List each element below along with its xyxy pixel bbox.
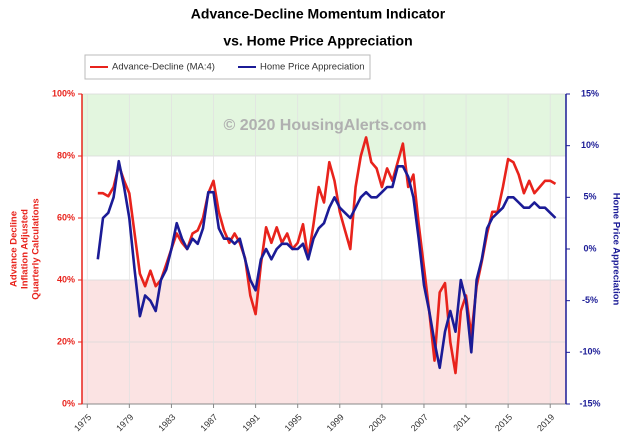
watermark: © 2020 HousingAlerts.com bbox=[224, 117, 427, 134]
y2-tick-label: 15% bbox=[581, 88, 599, 98]
x-tick-label: 2003 bbox=[367, 412, 388, 433]
y-tick-label: 100% bbox=[52, 88, 75, 98]
legend: Advance-Decline (MA:4) Home Price Appreci… bbox=[84, 54, 371, 80]
chart-title: Advance-Decline Momentum Indicator bbox=[191, 6, 446, 22]
x-tick-label: 1979 bbox=[114, 412, 135, 433]
chart-subtitle: vs. Home Price Appreciation bbox=[223, 33, 412, 49]
x-tick-label: 2015 bbox=[493, 412, 514, 433]
y2-tick-label: -10% bbox=[579, 347, 600, 357]
y-axis-title: Quarterly Calculations bbox=[31, 198, 42, 299]
x-tick-label: 1995 bbox=[283, 412, 304, 433]
band bbox=[82, 94, 566, 156]
y2-tick-label: -5% bbox=[582, 295, 598, 305]
y-tick-label: 60% bbox=[57, 212, 75, 222]
y2-axis-title: Home Price Appreciation bbox=[610, 193, 621, 306]
x-tick-label: 1987 bbox=[198, 412, 219, 433]
y2-tick-label: 10% bbox=[581, 140, 599, 150]
y-axis-title: Inflation Adjusted bbox=[20, 209, 31, 289]
x-tick-label: 1991 bbox=[240, 412, 261, 433]
x-tick-label: 1975 bbox=[72, 412, 93, 433]
legend-label: Home Price Appreciation bbox=[260, 62, 365, 73]
x-tick-label: 1983 bbox=[156, 412, 177, 433]
y-tick-label: 0% bbox=[62, 398, 75, 408]
y-tick-label: 40% bbox=[57, 274, 75, 284]
y-axis-title: Advance Decline bbox=[9, 211, 20, 287]
legend-label: Advance-Decline (MA:4) bbox=[112, 62, 215, 73]
y2-tick-label: -15% bbox=[579, 398, 600, 408]
x-tick-label: 1999 bbox=[325, 412, 346, 433]
y-tick-label: 80% bbox=[57, 150, 75, 160]
x-tick-label: 2011 bbox=[451, 412, 472, 433]
y2-tick-label: 5% bbox=[583, 192, 596, 202]
y-tick-label: 20% bbox=[57, 336, 75, 346]
series-line bbox=[96, 159, 557, 370]
x-tick-label: 2007 bbox=[409, 412, 430, 433]
y2-tick-label: 0% bbox=[583, 243, 596, 253]
x-tick-label: 2019 bbox=[535, 412, 556, 433]
legend-box bbox=[84, 54, 371, 80]
